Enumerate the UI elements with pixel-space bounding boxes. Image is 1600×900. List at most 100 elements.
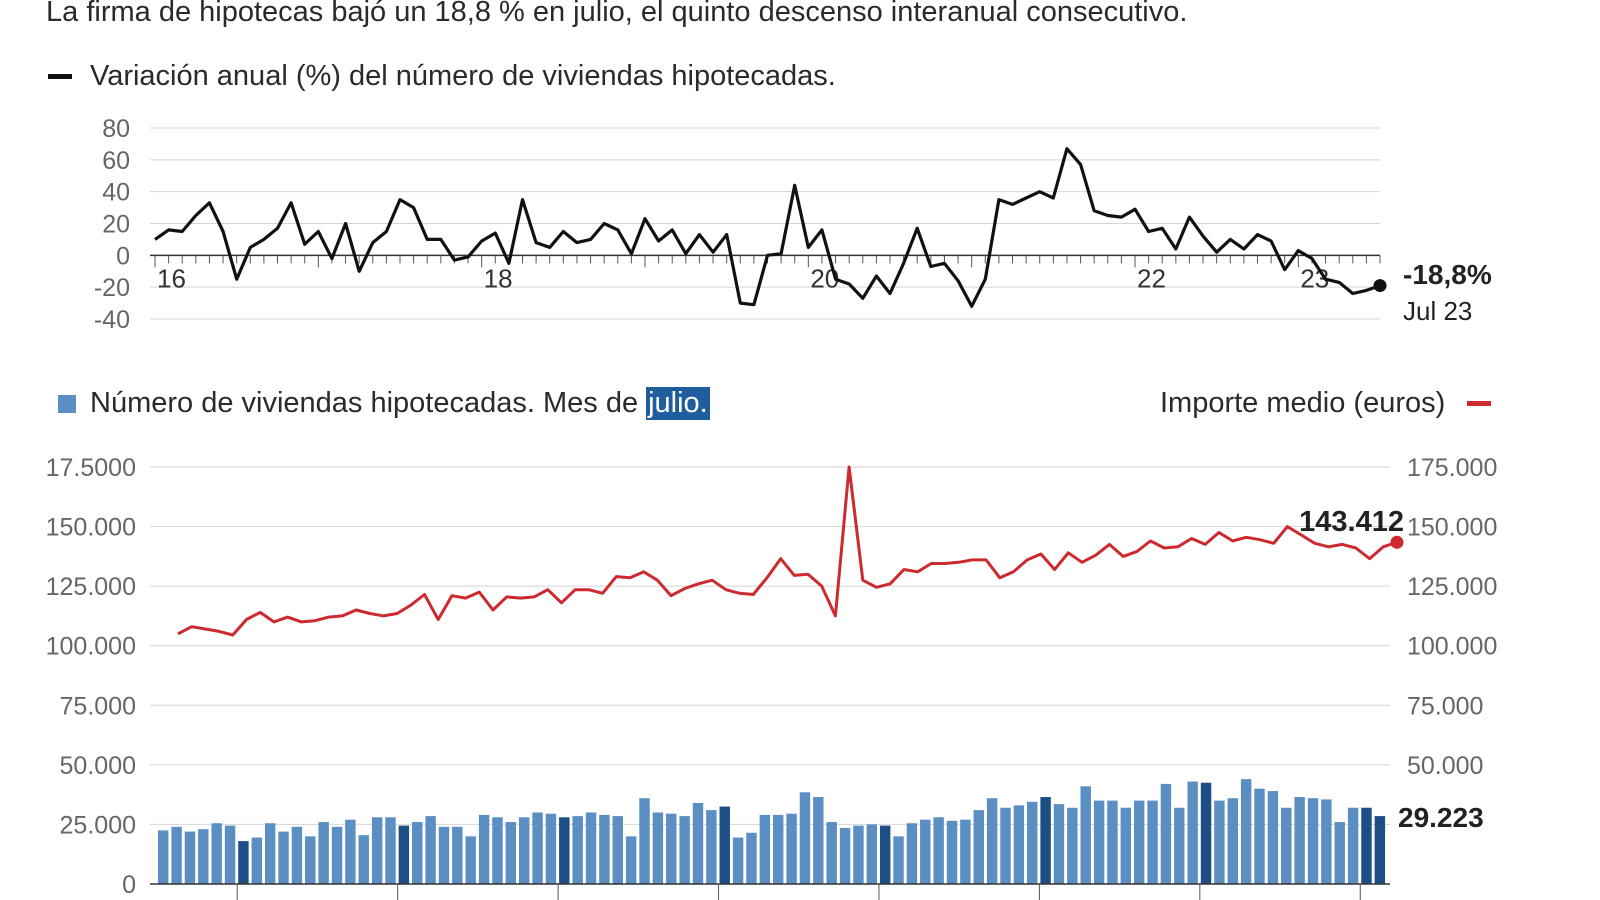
viviendas-bar (1281, 807, 1292, 884)
viviendas-bar (1254, 788, 1265, 884)
right-y-tick-label: 150.000 (1407, 514, 1497, 542)
legend-swatch-black (48, 74, 72, 79)
viviendas-bar (198, 829, 209, 884)
viviendas-bar (1321, 799, 1332, 884)
viviendas-bar (1347, 807, 1359, 884)
viviendas-bar (853, 825, 864, 884)
top-y-tick-label: 80 (102, 115, 130, 143)
viviendas-bar (773, 814, 784, 884)
viviendas-bar (759, 814, 771, 884)
top-y-tick-label: 40 (102, 179, 130, 207)
viviendas-bar (1120, 807, 1132, 884)
viviendas-bar (973, 810, 984, 884)
viviendas-bar (786, 813, 797, 884)
viviendas-bar (1080, 786, 1091, 884)
viviendas-bar (385, 817, 396, 884)
viviendas-bar (1053, 804, 1065, 884)
viviendas-bar (1187, 781, 1198, 884)
viviendas-bar (345, 819, 356, 884)
viviendas-bar (933, 817, 944, 884)
importe-annotation: 143.412 (1299, 506, 1404, 538)
viviendas-bar (371, 817, 383, 884)
right-y-tick-label: 100.000 (1407, 633, 1497, 661)
viviendas-bar (612, 816, 623, 884)
viviendas-bar (278, 831, 289, 884)
viviendas-bar (960, 819, 971, 884)
chart-headline: La firma de hipotecas bajó un 18,8 % en … (46, 0, 1188, 28)
viviendas-bar (158, 830, 169, 884)
viviendas-bar (1214, 800, 1225, 884)
legend-variation-label: Variación anual (%) del número de vivien… (90, 60, 836, 92)
viviendas-bar (1334, 822, 1345, 884)
viviendas-bar (866, 824, 878, 884)
viviendas-bar (1093, 800, 1105, 884)
viviendas-bar (692, 802, 704, 884)
top-x-tick-label: 18 (484, 263, 513, 293)
viviendas-bar (264, 823, 276, 884)
viviendas-bar (1000, 807, 1011, 884)
viviendas-bar (224, 825, 236, 884)
viviendas-bar (1267, 791, 1279, 884)
legend-swatch-blue (58, 394, 76, 413)
right-y-tick-label: 125.000 (1407, 573, 1497, 601)
viviendas-bar (1227, 798, 1238, 884)
viviendas-bar (986, 798, 998, 884)
viviendas-bar (1361, 807, 1372, 884)
viviendas-bar (1133, 800, 1145, 884)
legend-viviendas-label: Número de viviendas hipotecadas. Mes de (90, 387, 639, 419)
viviendas-bar (211, 823, 222, 884)
legend-swatch-red (1467, 401, 1492, 406)
left-y-tick-label: 100.000 (46, 633, 136, 661)
viviendas-bar (1160, 783, 1172, 884)
top-y-tick-label: 0 (116, 242, 130, 270)
viviendas-bar (893, 836, 904, 884)
viviendas-bar (1067, 807, 1078, 884)
viviendas-bar (826, 822, 837, 884)
viviendas-bar (625, 836, 637, 884)
left-y-tick-label: 0 (122, 871, 136, 899)
viviendas-bar (1013, 805, 1025, 884)
viviendas-bar (492, 817, 503, 884)
top-y-tick-label: 20 (102, 211, 130, 239)
legend-importe: Importe medio (euros) (1160, 387, 1492, 420)
variation-line (154, 147, 1381, 308)
left-y-tick-label: 125.000 (46, 573, 136, 601)
viviendas-bar (1040, 797, 1051, 884)
viviendas-bar (518, 817, 530, 884)
viviendas-bar (799, 792, 811, 884)
viviendas-bar (1107, 800, 1118, 884)
viviendas-bar (532, 812, 543, 884)
viviendas-bar (572, 816, 583, 884)
viviendas-bar (946, 820, 958, 884)
viviendas-bar (1027, 801, 1038, 884)
viviendas-bar (1174, 807, 1185, 884)
viviendas-bar (585, 812, 597, 884)
legend-variation: Variación anual (%) del número de vivien… (48, 60, 836, 93)
viviendas-bar (706, 810, 717, 884)
top-x-tick-label: 16 (157, 263, 186, 293)
top-x-tick-label: 22 (1137, 263, 1166, 293)
viviendas-bar (331, 826, 343, 884)
bars-annotation: 29.223 (1398, 802, 1484, 833)
viviendas-bar (732, 837, 744, 884)
left-y-tick-label: 25.000 (60, 811, 136, 839)
legend-importe-label: Importe medio (euros) (1160, 387, 1446, 419)
left-y-tick-label: 150.000 (46, 514, 136, 542)
viviendas-bar (1374, 816, 1386, 884)
viviendas-bar (746, 832, 757, 884)
viviendas-bar (358, 835, 369, 884)
viviendas-bar (813, 797, 824, 884)
viviendas-bar (305, 836, 316, 884)
viviendas-bar (425, 816, 436, 884)
viviendas-bar (184, 831, 196, 884)
right-y-tick-label: 175.000 (1407, 454, 1497, 482)
viviendas-bar (452, 826, 463, 884)
variation-annotation-value: -18,8% (1403, 259, 1492, 290)
top-y-tick-label: -20 (94, 274, 130, 302)
viviendas-bar (238, 841, 249, 884)
viviendas-bar (1147, 800, 1158, 884)
viviendas-bar (1200, 782, 1212, 884)
viviendas-bar (599, 814, 610, 884)
viviendas-bar (666, 813, 677, 884)
